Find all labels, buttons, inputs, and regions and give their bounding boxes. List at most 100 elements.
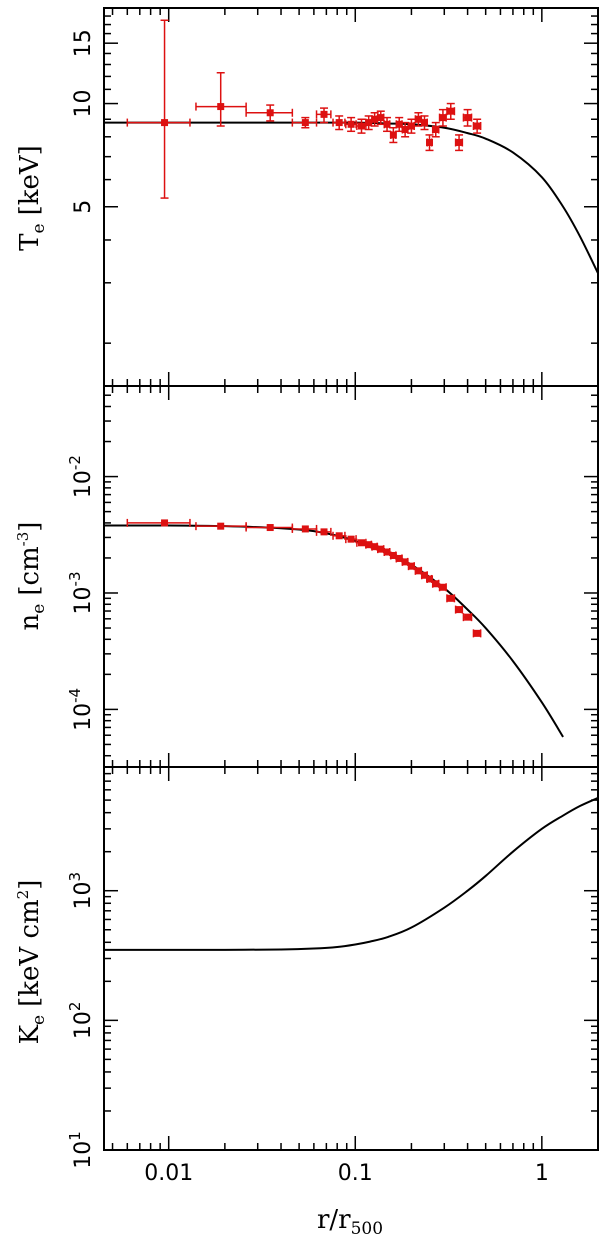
entropy-model-curve [103, 796, 599, 951]
y-tick-label: 10 [71, 90, 96, 118]
data-point [426, 574, 434, 583]
panel-frame [103, 766, 599, 1151]
y-tick-label: 10-3 [66, 572, 96, 615]
data-point [462, 613, 473, 622]
data-point [431, 121, 440, 138]
x-axis-title: r/r500 [317, 1205, 383, 1236]
data-marker [447, 594, 455, 602]
x-tick-label: 0.01 [144, 1161, 193, 1186]
y-tick-label: 10-4 [66, 688, 96, 731]
data-marker [301, 525, 309, 533]
data-marker [347, 120, 355, 128]
data-marker [395, 554, 403, 562]
data-marker [266, 109, 274, 117]
data-marker [383, 548, 391, 556]
data-point [431, 579, 440, 588]
density-data-points [126, 518, 482, 638]
data-point [425, 134, 434, 152]
data-point [345, 535, 357, 544]
data-marker [420, 571, 428, 579]
data-marker [447, 107, 455, 115]
data-marker [395, 120, 403, 128]
data-point [383, 116, 392, 133]
data-marker [455, 138, 463, 146]
y-tick-label: 103 [66, 872, 96, 910]
data-marker [432, 126, 440, 134]
entropy-y-ticks: 101 102 103 [66, 766, 599, 1169]
y-tick-label: 101 [66, 1131, 96, 1169]
data-point [332, 115, 346, 131]
data-point [454, 134, 464, 152]
data-point [126, 19, 191, 199]
data-point [245, 104, 294, 122]
data-point [438, 108, 447, 127]
data-point [315, 107, 332, 124]
data-marker [335, 119, 343, 127]
data-marker [377, 114, 385, 122]
data-marker [407, 562, 415, 570]
data-point [438, 583, 447, 592]
model-curve [103, 796, 599, 951]
data-marker [217, 522, 225, 530]
entropy-panel: 101 102 103 0.01 0.1 1 Ke[keV cm2] r/r500 [14, 766, 599, 1236]
data-point [401, 121, 410, 138]
temperature-y-axis-title: Te[keV] [15, 145, 49, 251]
density-model-curve [103, 524, 564, 738]
data-point [389, 127, 398, 144]
data-marker [358, 122, 366, 130]
data-marker [365, 119, 373, 127]
density-y-ticks: 10-4 10-3 10-2 [66, 385, 599, 767]
data-point [365, 540, 373, 549]
y-tick-label: 10-2 [66, 455, 96, 498]
data-marker [320, 528, 328, 536]
data-marker [389, 551, 397, 559]
data-point [462, 108, 473, 127]
data-point [383, 547, 391, 556]
data-marker [414, 567, 422, 575]
data-point [454, 605, 464, 614]
data-marker [389, 131, 397, 139]
data-point [291, 116, 318, 129]
data-point [377, 545, 385, 554]
data-marker [407, 122, 415, 130]
data-marker [473, 629, 481, 637]
data-marker [439, 114, 447, 122]
density-panel: 10-4 10-3 10-2 ne[cm-3] [14, 385, 599, 767]
data-marker [347, 535, 355, 543]
temperature-y-ticks: 5 10 15 [71, 8, 599, 386]
data-marker [420, 119, 428, 127]
data-point [315, 527, 332, 536]
data-marker [473, 122, 481, 130]
data-marker [301, 119, 309, 127]
data-point [407, 118, 416, 134]
data-marker [426, 138, 434, 146]
density-y-axis-title: ne[cm-3] [14, 522, 49, 631]
data-marker [464, 613, 472, 621]
y-tick-label: 5 [71, 200, 96, 214]
data-point [472, 118, 482, 134]
data-marker [217, 103, 225, 111]
y-tick-label: 15 [71, 29, 96, 57]
data-marker [432, 580, 440, 588]
x-tick-label: 1 [535, 1161, 549, 1186]
data-point [446, 594, 456, 603]
data-marker [371, 115, 379, 123]
data-point [356, 118, 367, 134]
model-curve [103, 121, 599, 274]
panel-frames [103, 7, 599, 1151]
data-point [126, 518, 191, 527]
panel-frame [103, 7, 599, 387]
data-marker [371, 543, 379, 551]
temperature-model-curve [103, 121, 599, 274]
data-point [472, 629, 482, 638]
temperature-panel: 5 10 15 Te[keV] [15, 8, 599, 386]
data-point [401, 557, 409, 566]
data-marker [358, 539, 366, 547]
temperature-data-points [126, 19, 482, 199]
data-point [420, 115, 429, 131]
data-point [195, 71, 247, 127]
data-marker [464, 114, 472, 122]
x-axis-ticks: 0.01 0.1 1 [144, 1161, 549, 1186]
panel-frame [103, 385, 599, 768]
